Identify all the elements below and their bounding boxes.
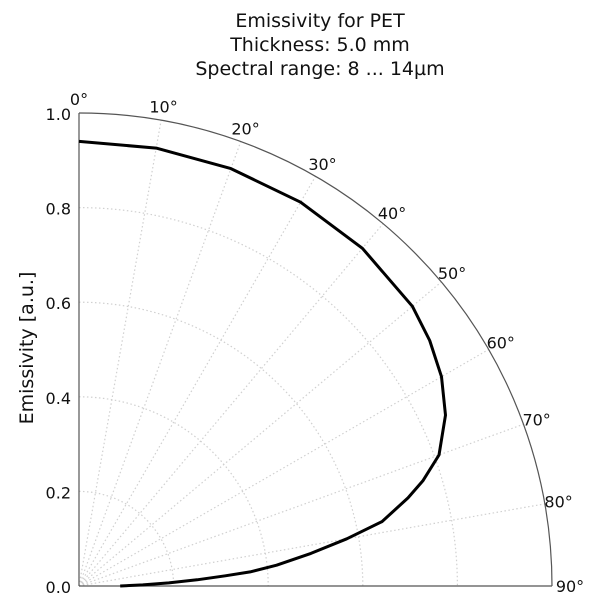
- grid-ring: [78, 490, 175, 587]
- grid-ring: [78, 207, 458, 587]
- r-tick-label: 1.0: [46, 105, 71, 124]
- r-tick-label: 0.2: [46, 483, 71, 502]
- theta-tick-label: 80°: [544, 492, 572, 511]
- grid: [78, 120, 545, 587]
- grid-spoke: [78, 423, 524, 587]
- tick-labels: 0.0 0.2 0.4 0.6 0.8 1.00° 10° 20° 30° 40° 50° 60° 70…: [46, 90, 585, 597]
- series-line-0: [78, 139, 447, 588]
- theta-tick-label: 60°: [487, 334, 515, 353]
- grid-ring: [78, 396, 269, 587]
- grid-spoke: [78, 141, 242, 587]
- series-layer: [78, 139, 447, 588]
- theta-tick-label: 50°: [438, 264, 466, 283]
- grid-spoke: [78, 503, 545, 587]
- theta-tick-label: 70°: [522, 410, 550, 429]
- grid-spoke: [78, 223, 384, 587]
- frame: [78, 112, 553, 587]
- grid-ring: [78, 301, 364, 587]
- r-tick-label: 0.4: [46, 389, 71, 408]
- theta-tick-label: 90°: [556, 577, 584, 596]
- theta-tick-label: 40°: [378, 204, 406, 223]
- theta-tick-label: 10°: [149, 97, 177, 116]
- chart-title-line-3: Spectral range: 8 ... 14µm: [195, 58, 445, 80]
- r-tick-label: 0.0: [46, 578, 71, 597]
- r-tick-label: 0.6: [46, 294, 71, 313]
- grid-spoke: [78, 281, 442, 587]
- chart-title-line-2: Thickness: 5.0 mm: [230, 34, 410, 56]
- grid-spoke: [78, 120, 162, 587]
- grid-spoke: [78, 176, 317, 587]
- outer-arc: [78, 112, 553, 587]
- chart-title-line-1: Emissivity for PET: [235, 10, 405, 32]
- theta-tick-label: 0°: [70, 90, 88, 109]
- r-tick-label: 0.8: [46, 200, 71, 219]
- theta-tick-label: 20°: [231, 119, 259, 138]
- theta-tick-label: 30°: [308, 155, 336, 174]
- grid-spoke: [78, 348, 489, 587]
